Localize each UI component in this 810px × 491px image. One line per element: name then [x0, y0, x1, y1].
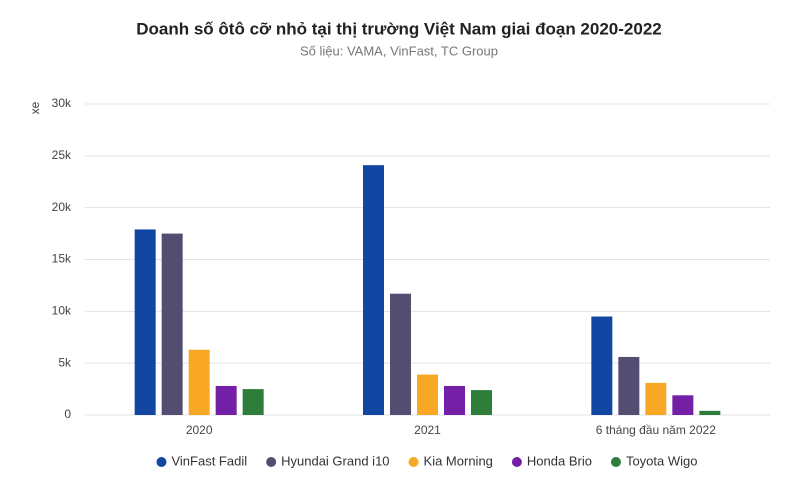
bar: [699, 410, 721, 415]
chart-title: Doanh số ôtô cỡ nhỏ tại thị trường Việt …: [136, 19, 661, 38]
bar: [444, 385, 465, 415]
bar: [134, 229, 156, 415]
y-tick-label: 15k: [52, 252, 72, 266]
bar: [390, 293, 411, 415]
bar: [618, 356, 640, 415]
y-tick-label: 5k: [58, 355, 72, 369]
legend-label: Kia Morning: [424, 453, 493, 468]
bar: [672, 395, 694, 415]
bar: [215, 385, 237, 415]
chart-subtitle: Số liệu: VAMA, VinFast, TC Group: [300, 43, 498, 58]
x-tick-label: 6 tháng đầu năm 2022: [596, 423, 716, 437]
legend-label: Hyundai Grand i10: [281, 453, 389, 468]
legend-label: VinFast Fadil: [171, 453, 247, 468]
legend-marker: [511, 457, 522, 467]
legend-label: Toyota Wigo: [626, 453, 698, 468]
bar: [591, 316, 613, 415]
bar: [471, 390, 492, 415]
legend-marker: [266, 457, 277, 467]
y-tick-label: 20k: [52, 200, 72, 214]
legend-marker: [408, 457, 419, 467]
y-tick-label: 30k: [52, 96, 72, 110]
y-tick-label: 0: [64, 407, 71, 421]
bar: [363, 165, 384, 415]
bar: [242, 389, 264, 415]
legend-label: Honda Brio: [527, 453, 592, 468]
legend-marker: [156, 457, 167, 467]
y-axis-label: xe: [28, 101, 42, 114]
x-tick-label: 2020: [186, 423, 213, 437]
bar: [161, 233, 183, 415]
x-tick-label: 2021: [414, 423, 441, 437]
y-tick-label: 10k: [52, 304, 72, 318]
bar: [645, 382, 667, 415]
y-tick-label: 25k: [52, 148, 72, 162]
bar: [417, 374, 438, 415]
bar: [188, 349, 210, 415]
legend-marker: [610, 457, 621, 467]
